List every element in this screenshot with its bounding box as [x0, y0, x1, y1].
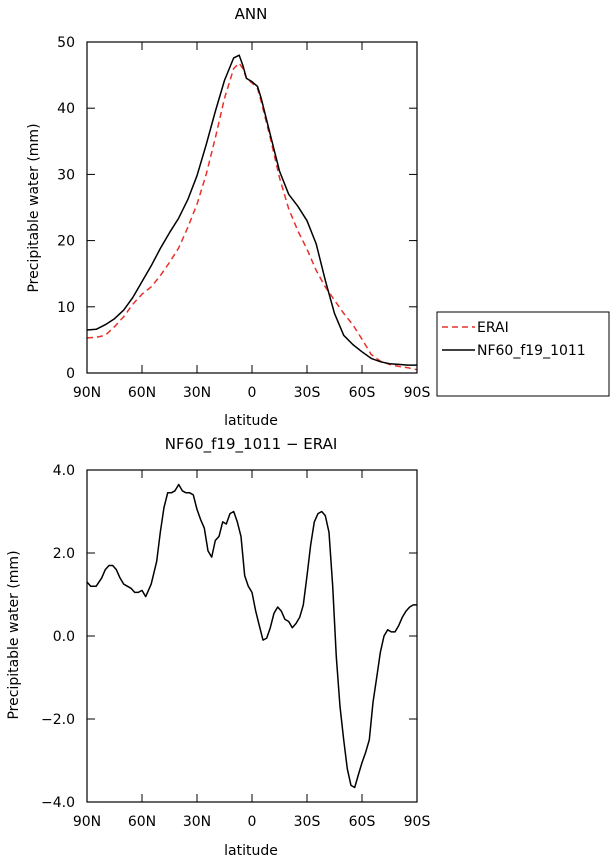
legend-erai-label: ERAI [477, 320, 509, 336]
bottom-chart-x-axis-label: latitude [224, 843, 278, 859]
top-y-tick-label: 40 [57, 101, 75, 117]
top-y-tick-label: 10 [57, 300, 75, 316]
top-x-tick-label: 60N [128, 385, 156, 401]
bottom-x-tick-label: 0 [248, 814, 257, 830]
bottom-y-tick-label: −2.0 [41, 712, 75, 728]
bottom-x-tick-label: 90N [73, 814, 101, 830]
legend-nf60-label: NF60_f19_1011 [477, 343, 586, 359]
bottom-x-tick-label: 30N [183, 814, 211, 830]
bottom-x-tick-label: 60S [349, 814, 376, 830]
top-chart-ticks [86, 41, 418, 374]
legend: ERAI NF60_f19_1011 [436, 311, 610, 397]
top-x-tick-label: 30S [294, 385, 321, 401]
bottom-x-tick-label: 30S [294, 814, 321, 830]
bottom-chart: NF60_f19_1011 − ERAI latitude Precipitab… [6, 435, 430, 859]
top-y-tick-label: 20 [57, 234, 75, 250]
top-chart-series [86, 54, 418, 371]
bottom-chart-ticks [86, 469, 418, 803]
top-y-tick-label: 30 [57, 167, 75, 183]
top-chart-title: ANN [235, 5, 268, 23]
bottom-chart-title: NF60_f19_1011 − ERAI [165, 435, 338, 454]
bottom-chart-y-axis-label: Precipitable water (mm) [6, 550, 22, 719]
bottom-series-nf60-f19-1011-erai [86, 483, 417, 789]
bottom-chart-frame [86, 469, 418, 803]
top-chart-x-axis-label: latitude [224, 413, 278, 429]
bottom-x-tick-label: 90S [404, 814, 431, 830]
top-chart-frame [86, 41, 418, 374]
bottom-y-tick-label: −4.0 [41, 795, 75, 811]
top-y-tick-label: 0 [66, 366, 75, 382]
top-x-tick-label: 30N [183, 385, 211, 401]
legend-box [436, 311, 610, 397]
top-y-tick-label: 50 [57, 35, 75, 51]
top-chart-y-axis-label: Precipitable water (mm) [26, 123, 42, 292]
bottom-y-tick-label: 0.0 [53, 629, 75, 645]
bottom-chart-tick-labels: 90N 60N 30N 0 30S 60S 90S 4.0 2.0 0.0 −2.0 −4.0 [41, 463, 430, 830]
bottom-chart-series [86, 483, 417, 789]
top-x-tick-label: 60S [349, 385, 376, 401]
bottom-x-tick-label: 60N [128, 814, 156, 830]
top-series-erai [86, 62, 418, 371]
top-x-tick-label: 90S [404, 385, 431, 401]
bottom-y-tick-label: 4.0 [53, 463, 75, 479]
bottom-y-tick-label: 2.0 [53, 546, 75, 562]
top-chart: ANN latitude Precipitable water (mm) 90N… [26, 5, 430, 429]
top-x-tick-label: 0 [248, 385, 257, 401]
top-x-tick-label: 90N [73, 385, 101, 401]
top-series-nf60-f19-1011 [86, 54, 417, 366]
top-chart-tick-labels: 90N 60N 30N 0 30S 60S 90S 0 10 20 30 40 50 [57, 35, 430, 401]
